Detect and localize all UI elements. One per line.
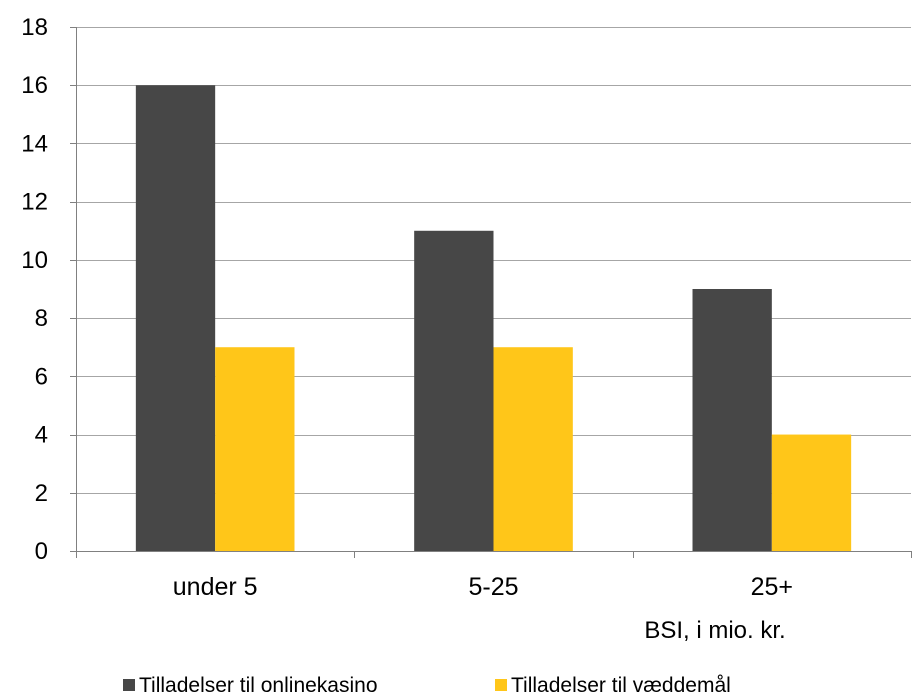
- y-tick-label: 0: [35, 538, 48, 565]
- y-tick-label: 10: [21, 247, 48, 274]
- legend-label-vaeddemaal: Tilladelser til væddemål: [511, 674, 731, 695]
- y-tick-label: 2: [35, 480, 48, 507]
- y-tick-label: 14: [21, 130, 48, 157]
- y-tick-labels: 0 2 4 6 8 10 12 14 16 18: [21, 14, 48, 565]
- x-tick-label: 5-25: [468, 573, 518, 601]
- bar-onlinekasino-2: [692, 289, 772, 551]
- x-tick-label: 25+: [751, 573, 793, 601]
- y-tick-label: 12: [21, 189, 48, 216]
- y-tick-label: 4: [35, 422, 48, 449]
- x-axis-title: BSI, i mio. kr.: [644, 617, 785, 644]
- bar-vaeddemaal-2: [771, 434, 852, 551]
- axes: [70, 27, 912, 558]
- y-tick-label: 18: [21, 14, 48, 41]
- bar-onlinekasino-0: [135, 85, 216, 551]
- x-tick-label: under 5: [173, 573, 258, 601]
- legend-label-onlinekasino: Tilladelser til onlinekasino: [139, 674, 378, 695]
- bar-vaeddemaal-0: [215, 347, 295, 551]
- y-tick-label: 8: [35, 305, 48, 332]
- x-tick-labels: under 5 5-25 25+: [173, 573, 793, 601]
- y-tick-label: 6: [35, 363, 48, 390]
- bars: [135, 85, 852, 551]
- legend: Tilladelser til onlinekasino Tilladelser …: [123, 674, 731, 697]
- legend-swatch-onlinekasino: [123, 679, 135, 691]
- legend-swatch-vaeddemaal: [495, 679, 507, 691]
- bar-vaeddemaal-1: [493, 347, 573, 551]
- y-tick-label: 16: [21, 72, 48, 99]
- bar-onlinekasino-1: [414, 230, 494, 551]
